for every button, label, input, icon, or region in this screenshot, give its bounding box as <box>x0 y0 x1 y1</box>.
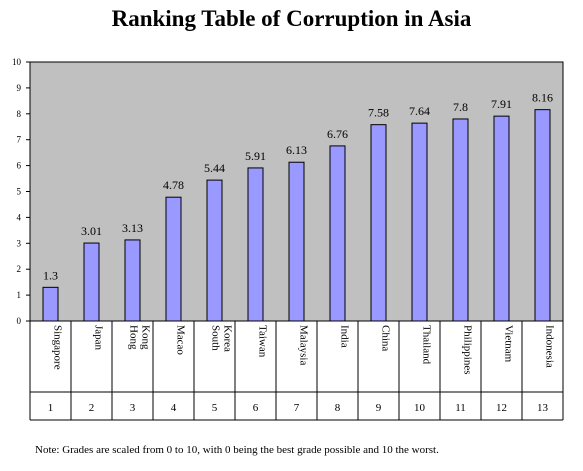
rank-label: 7 <box>294 402 300 414</box>
bar <box>288 161 305 322</box>
bar <box>206 179 223 322</box>
bar <box>411 122 428 322</box>
category-label: Japan <box>93 325 105 351</box>
category-label: Indonesia <box>544 325 556 368</box>
bar <box>247 167 264 322</box>
y-tick-label: 9 <box>17 83 22 93</box>
y-tick-label: 4 <box>17 212 22 222</box>
data-label: 7.8 <box>453 100 468 114</box>
rank-label: 11 <box>455 402 466 414</box>
category-table: Singapore 1 Japan 2 Hong Kong 3 Macao 4 South Kore… <box>29 321 564 421</box>
category-label: Taiwan <box>257 325 269 358</box>
y-tick-label: 0 <box>17 316 22 326</box>
y-tick-label: 5 <box>17 187 22 197</box>
bar <box>83 242 100 322</box>
data-label: 3.01 <box>81 224 102 238</box>
rank-label: 1 <box>48 402 54 414</box>
bar <box>452 118 469 322</box>
category-label: Singapore <box>52 325 64 370</box>
value-labels: 1.3 3.01 3.13 4.78 5.44 5.91 6.13 6.76 7.58 7.64 7… <box>43 91 553 283</box>
rank-label: 4 <box>171 402 177 414</box>
rank-label: 10 <box>414 402 426 414</box>
bar <box>165 196 182 322</box>
category-label: Thailand <box>421 325 433 365</box>
y-axis: 0 1 2 3 4 5 6 7 8 9 10 <box>12 57 30 326</box>
bar <box>534 109 551 322</box>
category-label: Macao <box>175 325 187 355</box>
category-label: Malaysia <box>298 325 310 365</box>
rank-label: 3 <box>130 402 136 414</box>
bar <box>370 124 387 322</box>
category-label: China <box>380 325 392 351</box>
rank-label: 5 <box>212 402 218 414</box>
y-tick-label: 6 <box>17 161 22 171</box>
data-label: 5.44 <box>204 161 225 175</box>
data-label: 7.58 <box>368 106 389 120</box>
category-label: Kong <box>140 325 152 350</box>
y-tick-label: 8 <box>17 109 22 119</box>
y-tick-label: 7 <box>17 135 22 145</box>
category-label: Korea <box>222 325 234 352</box>
data-label: 4.78 <box>163 178 184 192</box>
footnote: Note: Grades are scaled from 0 to 10, wi… <box>35 444 439 456</box>
rank-label: 8 <box>335 402 341 414</box>
data-label: 8.16 <box>532 91 553 105</box>
y-tick-label: 3 <box>17 238 22 248</box>
category-label: Vietnam <box>503 325 515 363</box>
data-label: 6.76 <box>327 127 348 141</box>
data-label: 6.13 <box>286 143 307 157</box>
y-tick-label: 10 <box>12 57 22 67</box>
rank-label: 13 <box>537 402 549 414</box>
rank-label: 12 <box>496 402 507 414</box>
category-label: Philippines <box>462 325 474 375</box>
y-tick-label: 1 <box>17 290 22 300</box>
bar <box>124 239 141 322</box>
data-label: 7.91 <box>491 97 512 111</box>
rank-label: 6 <box>253 402 259 414</box>
category-label: India <box>339 325 351 348</box>
chart-title: Ranking Table of Corruption in Asia <box>111 6 472 31</box>
rank-label: 9 <box>376 402 382 414</box>
data-label: 1.3 <box>43 268 58 282</box>
data-label: 3.13 <box>122 221 143 235</box>
y-tick-label: 2 <box>17 264 22 274</box>
bar <box>42 286 59 322</box>
data-label: 7.64 <box>409 104 430 118</box>
category-label: Hong <box>128 325 140 350</box>
data-label: 5.91 <box>245 149 266 163</box>
bar <box>329 145 346 322</box>
bar <box>493 115 510 322</box>
rank-label: 2 <box>89 402 95 414</box>
bars <box>42 109 551 322</box>
category-label: South <box>210 325 222 351</box>
